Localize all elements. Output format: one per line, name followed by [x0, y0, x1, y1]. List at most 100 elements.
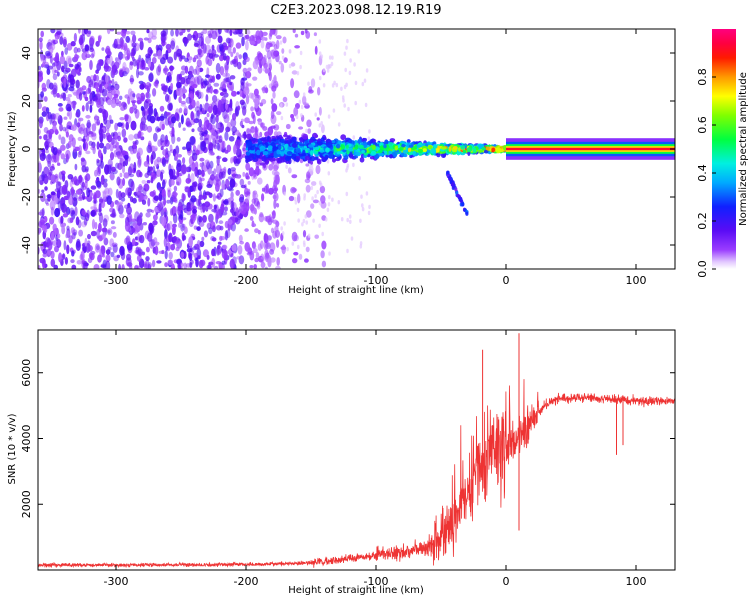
noise-blob — [65, 67, 71, 73]
noise-blob — [341, 95, 345, 100]
noise-blob — [268, 164, 274, 171]
noise-blob — [78, 229, 83, 237]
noise-blob — [293, 196, 297, 202]
noise-blob — [200, 31, 204, 36]
noise-blob — [177, 74, 181, 82]
noise-blob — [138, 130, 142, 139]
signal-blob — [284, 140, 289, 144]
signal-blob — [316, 141, 323, 146]
noise-blob — [50, 206, 55, 216]
noise-blob — [198, 185, 203, 190]
colorbar-tick-label: 0.4 — [696, 164, 709, 182]
noise-blob — [190, 111, 194, 121]
noise-blob — [245, 162, 251, 171]
noise-blob — [325, 64, 329, 70]
noise-blob — [127, 262, 133, 267]
signal-blob — [369, 139, 374, 144]
signal-blob — [349, 155, 355, 159]
noise-blob — [161, 188, 166, 198]
noise-blob — [126, 253, 132, 261]
noise-blob — [87, 233, 91, 240]
noise-blob — [328, 195, 331, 200]
noise-blob — [273, 187, 279, 192]
noise-blob — [80, 158, 87, 168]
noise-blob — [122, 177, 126, 187]
noise-blob — [59, 94, 63, 99]
colorbar-tick-label: 0.8 — [696, 68, 709, 86]
noise-blob — [314, 45, 318, 55]
noise-blob — [60, 215, 64, 224]
noise-blob — [320, 54, 324, 59]
noise-blob — [243, 72, 247, 78]
noise-blob — [137, 158, 142, 168]
noise-blob — [321, 231, 325, 237]
noise-blob — [144, 172, 150, 179]
signal-blob — [485, 146, 490, 151]
noise-blob — [265, 242, 271, 250]
noise-blob — [178, 122, 182, 128]
noise-blob — [102, 109, 109, 120]
noise-blob — [200, 259, 206, 267]
noise-blob — [291, 70, 298, 75]
noise-blob — [90, 132, 97, 137]
signal-blob — [406, 139, 411, 144]
noise-blob — [93, 192, 97, 201]
tail-blob — [459, 197, 463, 202]
noise-blob — [363, 78, 367, 83]
noise-blob — [314, 193, 317, 199]
noise-blob — [215, 115, 219, 123]
noise-blob — [133, 161, 137, 173]
noise-blob — [140, 136, 145, 141]
noise-blob — [56, 189, 61, 199]
signal-blob — [357, 138, 362, 144]
noise-blob — [86, 30, 91, 37]
noise-blob — [202, 29, 208, 35]
noise-blob — [121, 70, 128, 77]
noise-blob — [210, 113, 214, 119]
signal-blob — [277, 157, 282, 163]
noise-blob — [75, 216, 80, 226]
noise-blob — [311, 196, 314, 201]
noise-blob — [328, 251, 331, 256]
signal-blob — [326, 142, 333, 148]
noise-blob — [101, 88, 108, 97]
noise-blob — [77, 136, 83, 142]
noise-blob — [202, 215, 207, 223]
noise-blob — [182, 157, 186, 165]
noise-blob — [303, 242, 306, 248]
signal-blob — [348, 147, 354, 152]
noise-blob — [272, 76, 277, 82]
noise-blob — [211, 248, 216, 257]
noise-blob — [248, 120, 254, 125]
noise-blob — [176, 162, 182, 173]
noise-blob — [70, 259, 75, 264]
noise-blob — [119, 117, 125, 121]
signal-blob — [277, 144, 282, 150]
noise-blob — [149, 115, 156, 124]
noise-blob — [40, 91, 44, 98]
noise-blob — [39, 135, 42, 140]
noise-blob — [122, 164, 125, 174]
noise-blob — [85, 173, 91, 182]
noise-blob — [241, 77, 248, 81]
noise-blob — [56, 152, 60, 164]
noise-blob — [170, 244, 176, 251]
noise-blob — [270, 29, 274, 36]
noise-blob — [76, 238, 81, 248]
noise-blob — [125, 114, 132, 124]
noise-blob — [182, 127, 186, 131]
noise-blob — [46, 202, 50, 206]
noise-blob — [204, 201, 211, 208]
signal-blob — [462, 149, 467, 153]
noise-blob — [199, 240, 205, 248]
noise-blob — [253, 88, 259, 97]
noise-blob — [142, 188, 147, 197]
noise-blob — [77, 196, 83, 202]
noise-blob — [320, 121, 324, 126]
noise-blob — [122, 66, 126, 77]
noise-blob — [82, 142, 86, 150]
noise-blob — [207, 74, 213, 84]
noise-blob — [62, 126, 67, 132]
noise-blob — [46, 68, 51, 75]
noise-blob — [208, 213, 214, 223]
